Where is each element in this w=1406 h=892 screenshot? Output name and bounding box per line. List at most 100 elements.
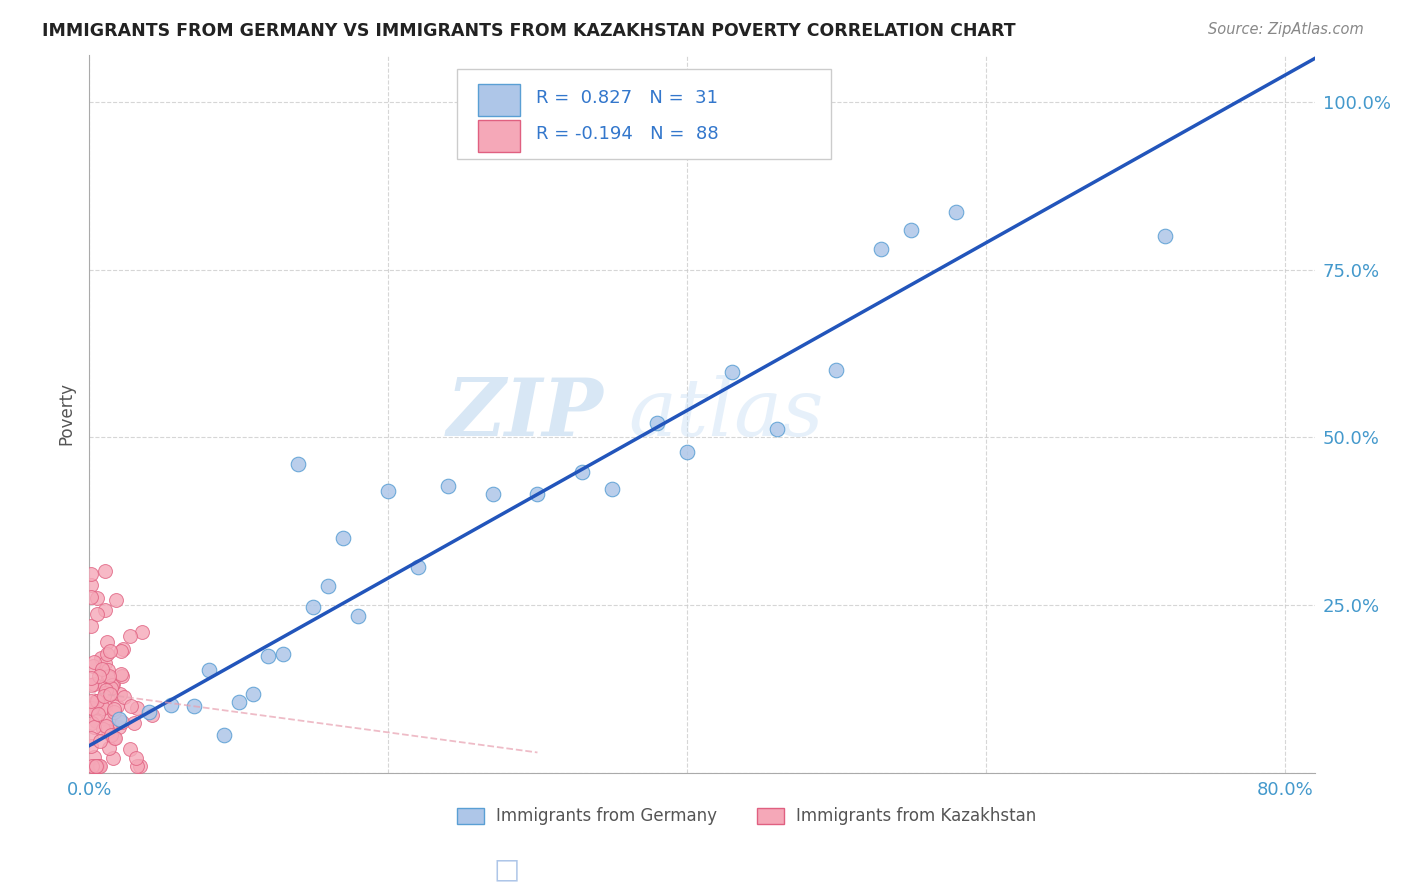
Point: [100, 681, 122, 695]
Point: [94, 698, 117, 713]
Point: [93, 689, 115, 703]
Text: Source: ZipAtlas.com: Source: ZipAtlas.com: [1208, 22, 1364, 37]
Point: [80, 618, 103, 632]
Point: [111, 714, 134, 729]
Point: [86, 591, 108, 606]
Point: [98, 687, 121, 701]
Point: [86, 607, 108, 621]
Point: [91, 701, 114, 715]
Point: [101, 678, 124, 692]
Point: [110, 644, 132, 658]
Point: [86, 759, 108, 773]
Point: [96, 635, 118, 649]
Point: [80, 671, 103, 685]
Point: [112, 690, 135, 704]
Point: [108, 719, 131, 733]
Point: [825, 363, 848, 377]
Point: [97, 724, 120, 739]
Point: [141, 707, 163, 722]
Point: [120, 699, 142, 714]
Point: [197, 663, 219, 677]
Point: [89, 733, 111, 747]
Point: [91, 722, 114, 736]
Point: [82, 759, 104, 773]
Point: [242, 687, 264, 701]
Point: [316, 579, 339, 593]
Point: [436, 478, 458, 492]
Point: [108, 712, 131, 726]
Y-axis label: Poverty: Poverty: [58, 383, 75, 445]
Point: [80, 731, 103, 746]
Point: [83, 749, 105, 764]
Point: [86, 694, 108, 708]
FancyBboxPatch shape: [457, 70, 831, 159]
Point: [79, 567, 101, 582]
Point: [84, 714, 107, 728]
Point: [103, 702, 125, 716]
Point: [212, 728, 235, 742]
Point: [79, 694, 101, 708]
Point: [97, 670, 120, 684]
Point: [128, 759, 150, 773]
Point: [83, 720, 105, 734]
Point: [302, 599, 325, 614]
Point: [125, 700, 148, 714]
Point: [98, 741, 121, 756]
Point: [720, 366, 742, 380]
Point: [257, 649, 280, 664]
Point: [79, 590, 101, 604]
Point: [90, 651, 112, 665]
Point: [90, 662, 112, 676]
Point: [97, 663, 120, 677]
Point: [98, 686, 121, 700]
Text: Immigrants from Germany: Immigrants from Germany: [496, 807, 717, 825]
Text: R = -0.194   N =  88: R = -0.194 N = 88: [537, 125, 718, 143]
Point: [110, 666, 132, 681]
Point: [84, 694, 107, 708]
Point: [900, 222, 922, 236]
Point: [287, 457, 309, 471]
Point: [332, 531, 354, 545]
Point: [87, 707, 110, 722]
Point: [83, 676, 105, 690]
Point: [96, 647, 118, 661]
Point: [273, 647, 295, 661]
Point: [108, 687, 131, 701]
Point: [80, 678, 103, 692]
Point: [103, 705, 125, 719]
Text: IMMIGRANTS FROM GERMANY VS IMMIGRANTS FROM KAZAKHSTAN POVERTY CORRELATION CHART: IMMIGRANTS FROM GERMANY VS IMMIGRANTS FR…: [42, 22, 1015, 40]
Point: [945, 205, 967, 219]
Point: [481, 487, 503, 501]
Point: [97, 669, 120, 683]
Point: [676, 445, 699, 459]
Point: [101, 751, 124, 765]
Point: [96, 719, 118, 733]
Text: □: □: [494, 855, 519, 884]
Point: [94, 656, 117, 670]
Point: [100, 729, 122, 743]
Point: [104, 731, 127, 745]
Text: ZIP: ZIP: [447, 376, 603, 452]
Point: [91, 666, 114, 681]
Point: [111, 669, 134, 683]
FancyBboxPatch shape: [457, 808, 484, 824]
Point: [79, 739, 101, 754]
Point: [103, 731, 125, 746]
Point: [122, 716, 145, 731]
Point: [79, 700, 101, 714]
Point: [105, 698, 128, 713]
Point: [98, 644, 121, 658]
Point: [83, 656, 105, 670]
Point: [96, 683, 118, 698]
Point: [160, 698, 183, 713]
Point: [228, 695, 250, 709]
Point: [89, 669, 111, 683]
Point: [94, 686, 117, 700]
FancyBboxPatch shape: [756, 808, 785, 824]
Point: [1154, 229, 1177, 244]
Point: [100, 716, 122, 731]
Point: [125, 751, 148, 765]
Point: [82, 659, 104, 673]
Text: R =  0.827   N =  31: R = 0.827 N = 31: [537, 89, 718, 107]
Point: [138, 705, 160, 719]
